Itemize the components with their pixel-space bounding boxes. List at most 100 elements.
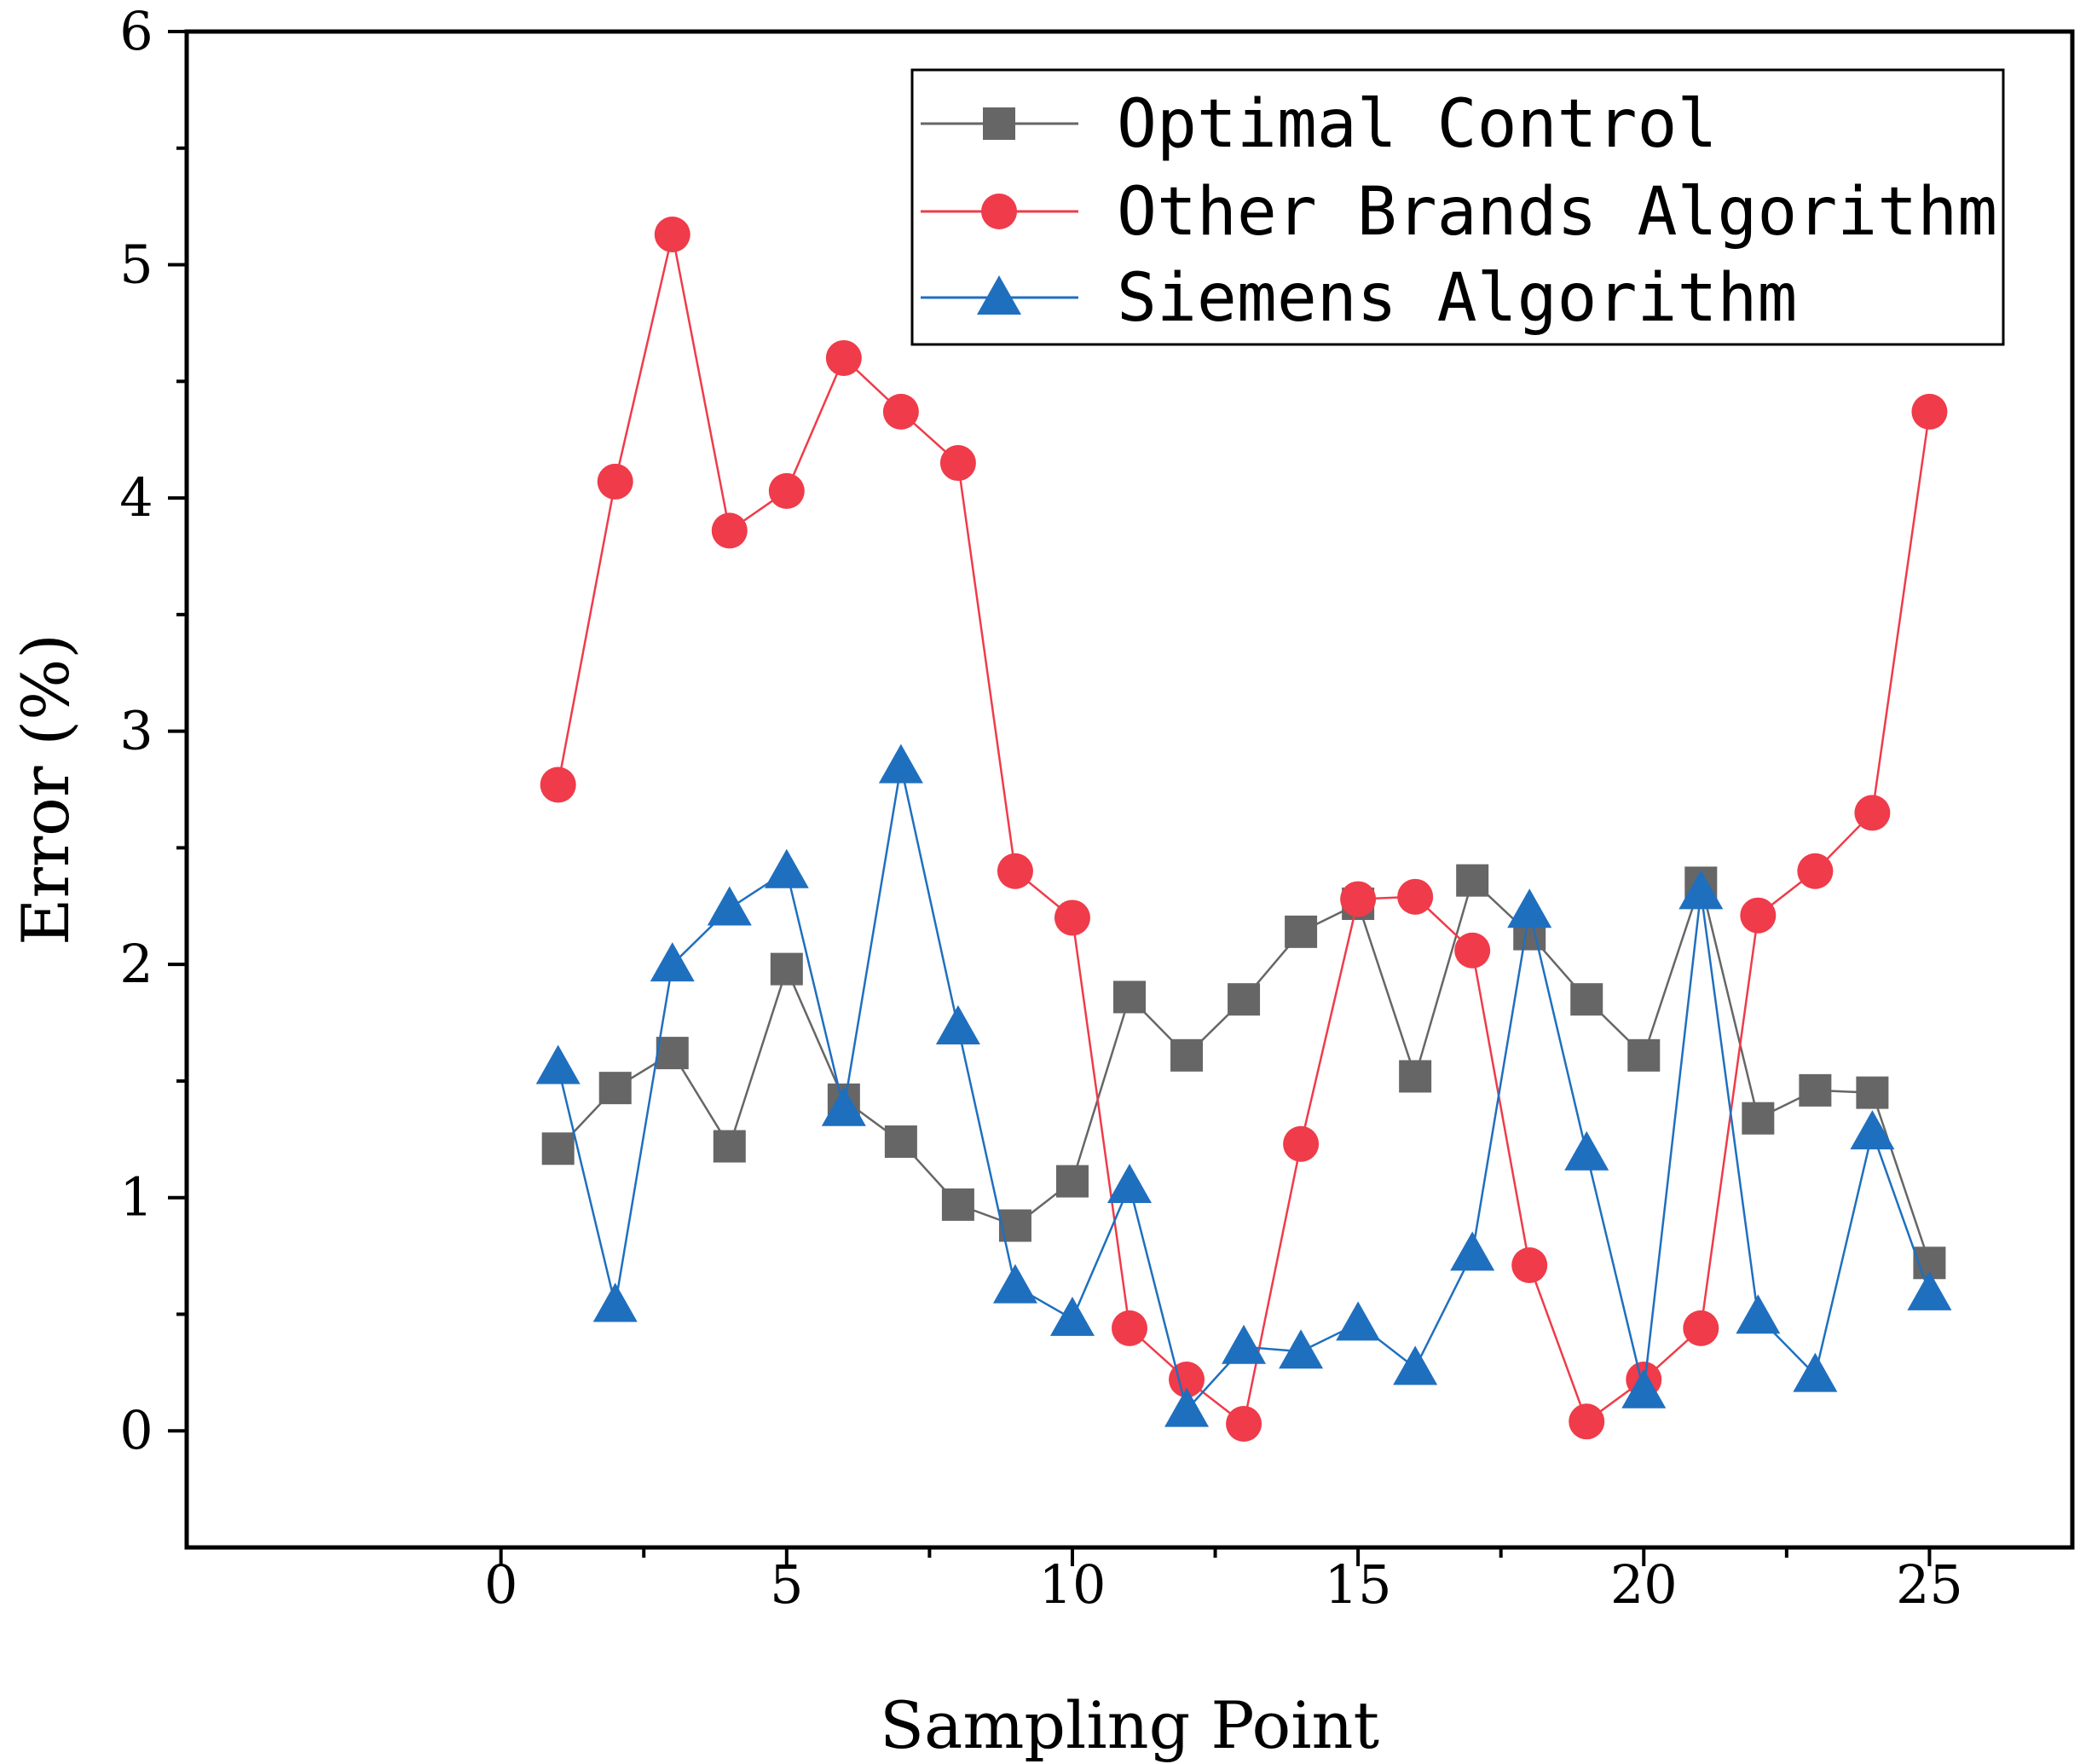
data-point	[1511, 1247, 1548, 1284]
legend-label: Other Brands Algorithm	[1117, 174, 1997, 251]
y-tick-label: 4	[119, 466, 153, 529]
data-point	[1164, 1387, 1210, 1427]
data-point	[1736, 1294, 1781, 1334]
data-point	[1279, 1329, 1324, 1369]
data-point	[939, 445, 976, 482]
y-tick-label: 0	[119, 1399, 153, 1461]
data-point	[1454, 932, 1491, 969]
data-point	[1107, 1164, 1152, 1204]
data-point	[1285, 915, 1318, 948]
data-point	[1054, 899, 1090, 936]
y-tick-label: 2	[119, 933, 153, 995]
data-point	[1450, 1231, 1495, 1271]
data-point	[1570, 983, 1603, 1016]
data-point	[535, 1044, 581, 1084]
data-point	[1627, 1038, 1661, 1072]
data-point	[1850, 1110, 1895, 1150]
data-point	[1055, 1165, 1089, 1198]
legend-label: Optimal Control	[1117, 86, 1717, 163]
series-line	[557, 234, 1931, 1426]
y-axis-ticks: 0 1 2 3 4 5 6	[119, 0, 187, 1461]
data-point	[884, 1125, 917, 1159]
data-point	[1564, 1131, 1609, 1171]
data-point	[1393, 1345, 1438, 1385]
y-tick-label: 6	[119, 0, 153, 62]
data-point	[1797, 853, 1834, 889]
data-point	[592, 1282, 638, 1322]
data-point	[1226, 1406, 1262, 1443]
data-point	[541, 1132, 575, 1165]
data-point	[1049, 1296, 1095, 1336]
data-point	[1399, 1060, 1432, 1093]
data-point	[825, 339, 862, 376]
data-point	[1621, 1368, 1667, 1408]
data-point	[941, 1188, 974, 1221]
data-point	[878, 743, 923, 784]
x-tick-label: 15	[1325, 1553, 1392, 1616]
data-point	[1683, 1310, 1719, 1346]
y-tick-label: 1	[119, 1166, 153, 1229]
data-point	[711, 512, 748, 549]
data-point	[1854, 795, 1891, 831]
data-point	[707, 886, 752, 926]
data-point	[1397, 878, 1434, 915]
data-point	[1856, 1076, 1889, 1109]
data-point	[1678, 870, 1724, 910]
data-point	[1742, 1102, 1775, 1135]
data-point	[764, 848, 809, 888]
y-tick-label: 3	[119, 700, 153, 762]
data-point	[1799, 1073, 1832, 1107]
data-point	[1222, 1324, 1267, 1364]
legend: Optimal Control Other Brands Algorithm Sie…	[910, 68, 2005, 346]
legend-label: Siemens Algorithm	[1117, 260, 1797, 337]
legend-marker	[981, 194, 1017, 229]
series-line	[557, 766, 1931, 1413]
data-point	[1283, 1125, 1320, 1162]
series-circle	[540, 216, 1948, 1443]
data-point	[1507, 888, 1552, 928]
data-point	[768, 472, 805, 509]
data-point	[1113, 980, 1146, 1014]
series-layer	[535, 216, 1952, 1443]
x-tick-label: 0	[484, 1553, 517, 1616]
legend-box	[910, 68, 2005, 346]
data-point	[1569, 1403, 1605, 1440]
x-tick-label: 20	[1610, 1553, 1678, 1616]
data-point	[597, 463, 633, 500]
series-line	[557, 878, 1931, 1264]
data-point	[1740, 897, 1777, 934]
data-point	[882, 393, 919, 430]
x-tick-label: 25	[1896, 1553, 1963, 1616]
data-point	[1793, 1352, 1838, 1392]
plot-frame	[184, 29, 2075, 1550]
data-point	[713, 1130, 746, 1163]
data-point	[656, 1037, 689, 1070]
data-point	[1456, 864, 1489, 897]
legend-marker	[977, 275, 1021, 315]
x-axis-ticks: 0 5 10 15 20 25	[484, 1547, 1963, 1616]
data-point	[540, 766, 576, 803]
data-point	[935, 1005, 980, 1045]
data-point	[992, 1264, 1037, 1304]
data-point	[1911, 393, 1948, 430]
x-tick-label: 5	[770, 1553, 803, 1616]
data-point	[1170, 1038, 1204, 1072]
data-point	[1228, 983, 1261, 1016]
data-point	[654, 216, 690, 252]
series-square	[541, 864, 1946, 1280]
y-axis-title: Error (%)	[8, 633, 84, 946]
x-tick-label: 10	[1039, 1553, 1106, 1616]
y-tick-label: 5	[119, 234, 153, 296]
series-triangle	[535, 743, 1952, 1427]
data-point	[1340, 881, 1377, 917]
data-point	[1907, 1270, 1952, 1310]
data-point	[997, 853, 1033, 889]
data-point	[598, 1072, 632, 1105]
data-point	[770, 952, 803, 986]
data-point	[650, 942, 695, 982]
legend-marker	[983, 107, 1015, 140]
data-point	[1336, 1301, 1381, 1341]
x-axis-title: Sampling Point	[880, 1687, 1379, 1763]
data-point	[1112, 1310, 1147, 1346]
